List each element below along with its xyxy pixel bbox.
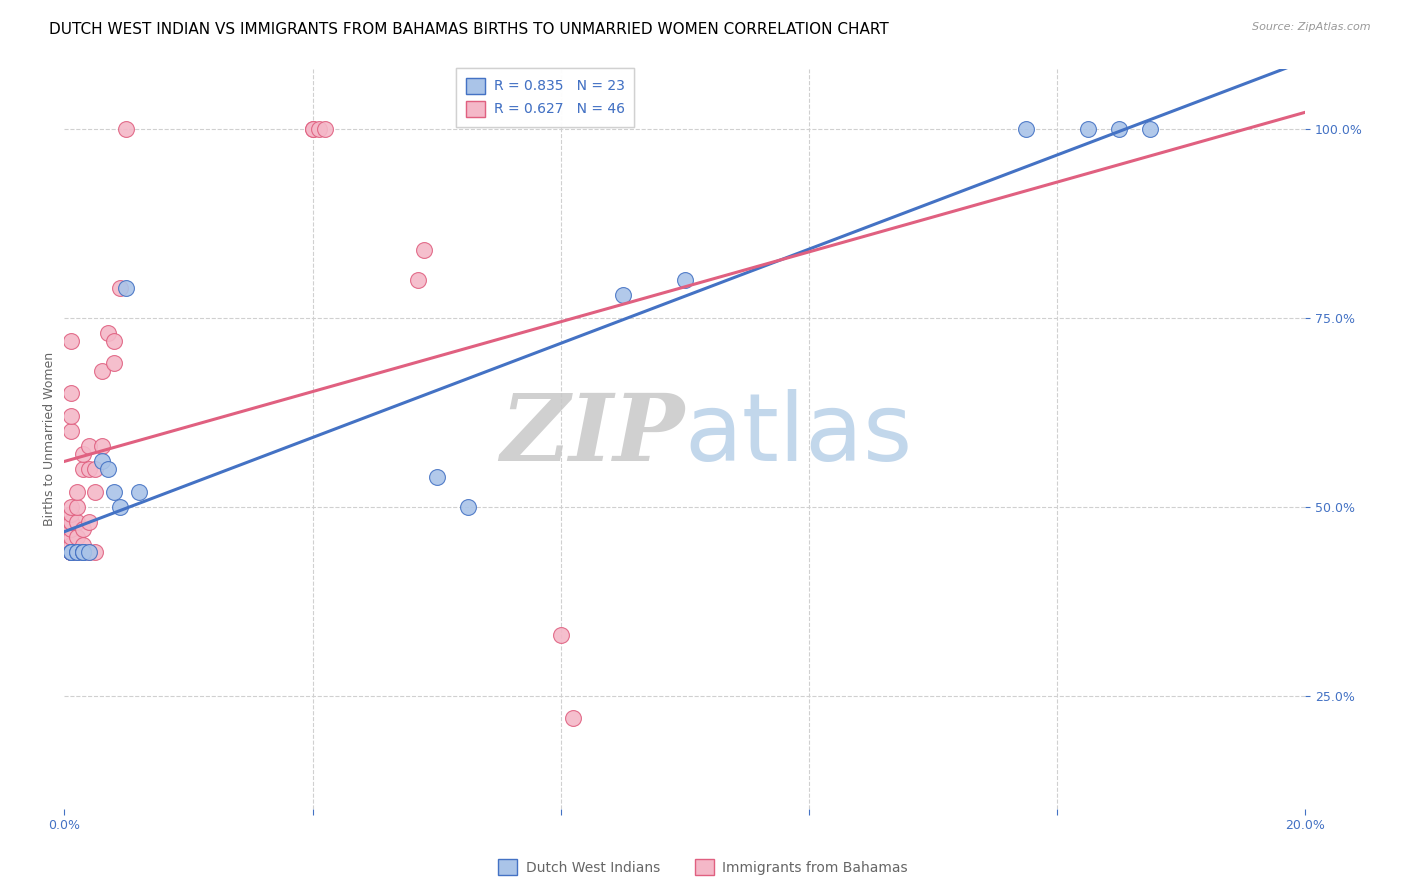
Point (59, 500, 82, 514)
Point (59, 334, 82, 348)
Point (59, 515, 82, 529)
Point (77, 439, 100, 453)
Point (72, 462, 94, 476)
Legend: Dutch West Indians, Immigrants from Bahamas: Dutch West Indians, Immigrants from Baha… (492, 854, 914, 880)
Y-axis label: Births to Unmarried Women: Births to Unmarried Women (44, 351, 56, 525)
Point (97, 326, 120, 340)
Point (59, 545, 82, 559)
Point (72, 447, 94, 461)
Point (66, 545, 89, 559)
Point (59, 424, 82, 438)
Point (84, 484, 107, 499)
Point (72, 545, 94, 559)
Point (59, 545, 82, 559)
Point (59, 386, 82, 401)
Point (77, 545, 100, 559)
Point (115, 122, 138, 136)
Point (84, 462, 107, 476)
Point (66, 515, 89, 529)
Point (66, 545, 89, 559)
Point (66, 500, 89, 514)
Point (1077, 122, 1099, 136)
Point (110, 500, 132, 514)
Point (1015, 122, 1038, 136)
Point (562, 711, 585, 725)
Point (413, 243, 436, 257)
Point (550, 628, 572, 642)
Point (59, 545, 82, 559)
Point (103, 334, 125, 348)
Point (59, 530, 82, 544)
Text: ZIP: ZIP (501, 390, 685, 480)
Point (301, 122, 323, 136)
Point (612, 288, 634, 302)
Point (59, 545, 82, 559)
Point (90, 454, 112, 468)
Point (72, 523, 94, 537)
Point (59, 545, 82, 559)
Point (457, 500, 479, 514)
Point (301, 122, 323, 136)
Point (103, 484, 125, 499)
Point (314, 122, 336, 136)
Point (1139, 122, 1161, 136)
Point (77, 462, 100, 476)
Legend: R = 0.835   N = 23, R = 0.627   N = 46: R = 0.835 N = 23, R = 0.627 N = 46 (456, 68, 634, 127)
Text: DUTCH WEST INDIAN VS IMMIGRANTS FROM BAHAMAS BIRTHS TO UNMARRIED WOMEN CORRELATI: DUTCH WEST INDIAN VS IMMIGRANTS FROM BAH… (49, 22, 889, 37)
Point (673, 273, 696, 287)
Point (128, 484, 150, 499)
Point (110, 280, 132, 294)
Point (59, 409, 82, 423)
Point (59, 515, 82, 529)
Point (72, 545, 94, 559)
Point (406, 273, 429, 287)
Point (1108, 122, 1130, 136)
Point (59, 537, 82, 551)
Point (72, 545, 94, 559)
Point (59, 523, 82, 537)
Point (66, 530, 89, 544)
Point (59, 545, 82, 559)
Point (77, 545, 100, 559)
Point (426, 469, 449, 483)
Point (115, 280, 138, 294)
Point (66, 484, 89, 499)
Point (90, 439, 112, 453)
Point (84, 545, 107, 559)
Point (308, 122, 330, 136)
Point (59, 508, 82, 522)
Point (59, 545, 82, 559)
Point (97, 462, 120, 476)
Point (72, 537, 94, 551)
Point (77, 515, 100, 529)
Text: atlas: atlas (685, 389, 912, 481)
Text: Source: ZipAtlas.com: Source: ZipAtlas.com (1253, 22, 1371, 32)
Point (103, 356, 125, 370)
Point (90, 364, 112, 378)
Point (66, 545, 89, 559)
